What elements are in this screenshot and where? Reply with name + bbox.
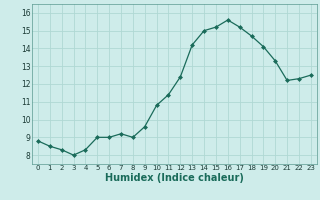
X-axis label: Humidex (Indice chaleur): Humidex (Indice chaleur) (105, 173, 244, 183)
